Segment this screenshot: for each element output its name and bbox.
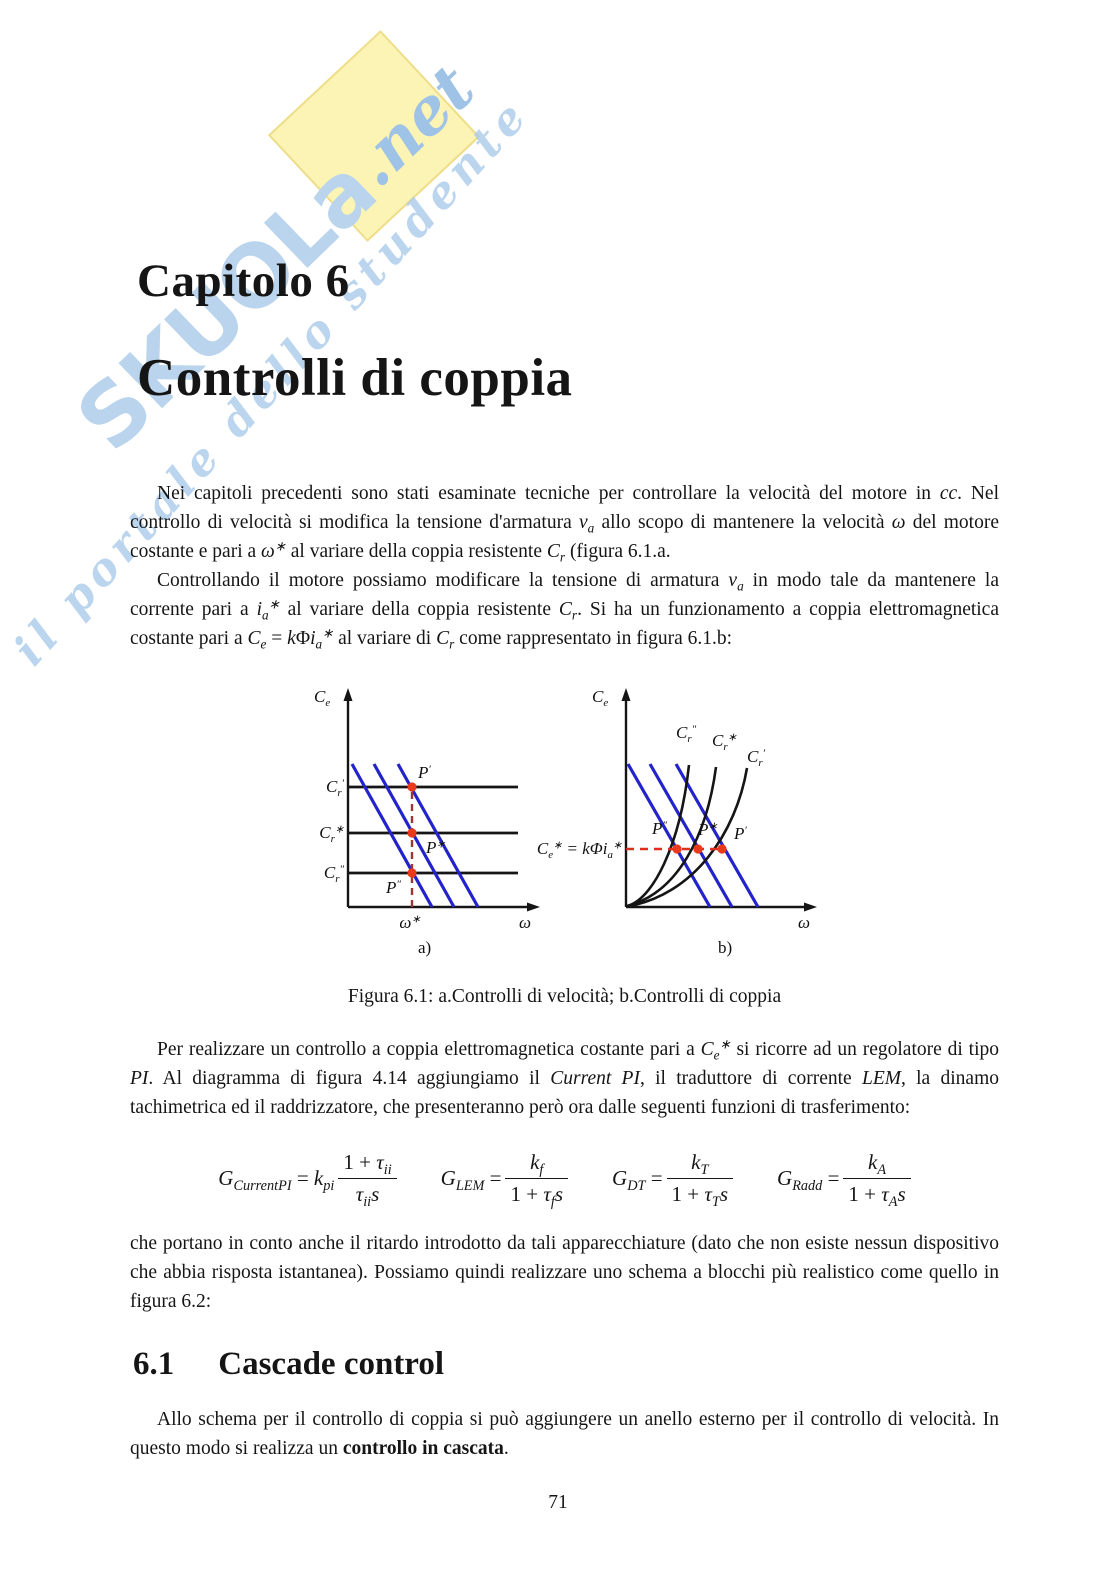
- intro-paragraphs: Nei capitoli precedenti sono stati esami…: [130, 479, 999, 653]
- graph-a-x-axis-label: ω: [519, 913, 532, 932]
- figure-6-1-graphs: [343, 688, 817, 912]
- graph-a-load-label-1: Cr′: [326, 777, 344, 799]
- graph-a-load-lines: [348, 785, 518, 875]
- paragraph-velocity-control: Nei capitoli precedenti sono stati esami…: [130, 483, 999, 565]
- chapter-kicker: Capitolo 6: [137, 255, 350, 307]
- formula-current-pi-lhs: GCurrentPI = kpi: [218, 1166, 335, 1194]
- graph-a-point-label-1: P′: [418, 763, 431, 782]
- delay-paragraph-block: che portano in conto anche il ritardo in…: [130, 1229, 999, 1316]
- graph-b-axes: [624, 699, 806, 909]
- graph-a-load-label-2: Cr∗: [319, 823, 344, 845]
- cascade-paragraph-block: Allo schema per il controllo di coppia s…: [130, 1405, 999, 1463]
- graph-a-yaxis-arrow: [343, 688, 353, 701]
- graph-b-point-label-2: P∗: [698, 820, 718, 839]
- formula-lem: GLEM = kf 1 + τfs: [440, 1150, 569, 1209]
- graph-b-operating-points: [672, 844, 727, 854]
- graph-a-operating-points: [407, 782, 417, 878]
- formula-radd-lhs: GRadd =: [777, 1166, 840, 1194]
- graph-b-curve-label-3: Cr′: [747, 747, 765, 769]
- page-number: 71: [548, 1492, 568, 1513]
- graph-b-curve-label-1: Cr″: [676, 723, 697, 745]
- figure-caption: Figura 6.1: a.Controlli di velocità; b.C…: [347, 986, 782, 1007]
- section-number: 6.1: [133, 1346, 175, 1382]
- graph-a-sublabel: a): [418, 938, 432, 957]
- section-title: Cascade control: [218, 1346, 445, 1382]
- fraction: kT 1 + τTs: [666, 1150, 734, 1209]
- graph-b-x-axis-label: ω: [798, 913, 811, 932]
- graph-b-torque-ref-label: Ce∗ = kΦia∗: [536, 839, 622, 861]
- graph-a-y-axis-label: Ce: [314, 687, 331, 709]
- paragraph-cascade: Allo schema per il controllo di coppia s…: [130, 1409, 999, 1459]
- fraction: kf 1 + τfs: [505, 1150, 569, 1209]
- paragraph-regulator: Per realizzare un controllo a coppia ele…: [130, 1036, 999, 1118]
- graph-b-xaxis-arrow: [804, 902, 817, 912]
- graph-b-point-label-3: P′: [734, 824, 747, 843]
- formula-current-pi: GCurrentPI = kpi 1 + τii τiis: [218, 1150, 397, 1209]
- graph-a-omega-ref-label: ω∗: [399, 913, 421, 932]
- section-heading: 6.1 Cascade control: [133, 1346, 444, 1383]
- graph-b-sublabel: b): [718, 938, 733, 957]
- graph-b-motor-characteristics: [626, 763, 760, 908]
- formula-dt-lhs: GDT =: [612, 1166, 663, 1194]
- graph-a-point-label-3: P″: [386, 878, 401, 897]
- figure-6-1: Ce Cr′ Cr∗ Cr″ P′ P∗ P″ ω∗ ω a) Ce Cr″ C…: [300, 675, 840, 967]
- fraction: kA 1 + τAs: [843, 1150, 911, 1209]
- graph-b-yaxis-arrow: [621, 688, 631, 701]
- graph-a-xaxis-arrow: [527, 902, 540, 912]
- chapter-title: Controlli di coppia: [137, 349, 573, 407]
- graph-b-curve-label-2: Cr∗: [712, 731, 737, 753]
- graph-a-load-label-3: Cr″: [323, 863, 344, 885]
- paragraph-delay: che portano in conto anche il ritardo in…: [130, 1233, 999, 1312]
- graph-a-point-label-2: P∗: [426, 838, 446, 857]
- fraction: 1 + τii τiis: [338, 1150, 397, 1209]
- graph-b-load-curves: [626, 764, 749, 908]
- paragraph-torque-control: Controllando il motore possiamo modifica…: [130, 570, 999, 652]
- formula-radd: GRadd = kA 1 + τAs: [777, 1150, 911, 1209]
- formula-lem-lhs: GLEM =: [440, 1166, 502, 1194]
- graph-b-point-label-1: P″: [652, 819, 667, 838]
- formula-dt: GDT = kT 1 + τTs: [612, 1150, 734, 1209]
- regulator-paragraph-block: Per realizzare un controllo a coppia ele…: [130, 1035, 999, 1122]
- transfer-functions-row: GCurrentPI = kpi 1 + τii τiis GLEM = kf …: [130, 1150, 999, 1209]
- graph-b-y-axis-label: Ce: [592, 687, 609, 709]
